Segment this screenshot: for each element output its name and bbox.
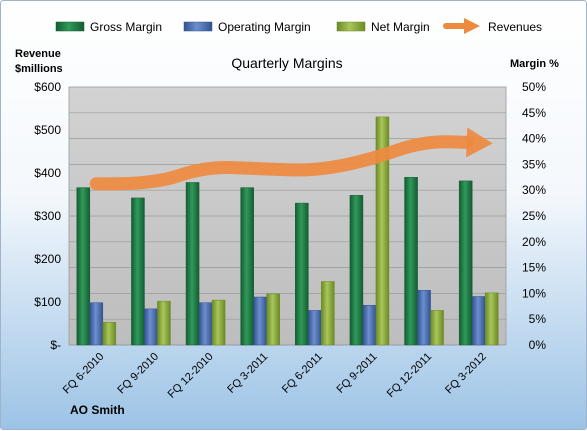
right-tick-label: 10% [522,286,546,300]
left-tick-label: $- [50,338,61,352]
left-tick-label: $300 [34,209,61,223]
operating-margin-bar [199,303,212,345]
right-tick-label: 5% [529,312,547,326]
right-tick-label: 0% [529,338,547,352]
left-tick-label: $200 [34,252,61,266]
category-label: FQ 3-2012 [443,351,489,397]
gross-margin-bar [186,182,199,345]
category-label: FQ 12-2011 [385,351,434,400]
legend-label-gross-margin: Gross Margin [90,20,162,34]
gross-margin-bar [131,198,144,345]
legend-label-revenues: Revenues [488,20,542,34]
right-tick-label: 35% [522,157,546,171]
left-axis-title-line2: $millions [15,63,63,75]
right-tick-label: 45% [522,106,546,120]
legend-swatch-net-margin [337,22,365,31]
right-axis-ticks: 0% 5% 10% 15% 20% 25% 30% 35% 40% 45% 50% [522,80,546,352]
company-label: AO Smith [70,403,125,417]
category-label: FQ 6-2011 [280,351,325,396]
right-tick-label: 15% [522,261,546,275]
category-label: FQ 9-2011 [334,351,379,396]
legend-label-operating-margin: Operating Margin [218,20,311,34]
net-margin-bar [157,301,170,345]
gross-margin-bar [350,195,363,345]
right-tick-label: 30% [522,183,546,197]
net-margin-bar [103,322,116,345]
net-margin-bar [485,293,498,345]
net-margin-bar [431,310,444,345]
operating-margin-bar [418,290,431,345]
legend-arrowhead-revenues [464,18,480,34]
right-tick-label: 20% [522,235,546,249]
category-label: FQ 6-2010 [61,351,107,397]
category-label: FQ 3-2011 [225,351,270,396]
gross-margin-bar [241,188,254,345]
left-axis-ticks: $- $100 $200 $300 $400 $500 $600 [34,80,61,352]
gross-margin-bar [295,203,308,345]
left-tick-label: $400 [34,166,61,180]
left-tick-label: $500 [34,123,61,137]
left-tick-label: $600 [34,80,61,94]
operating-margin-bar [254,297,267,345]
left-axis-title-line1: Revenue [15,48,61,60]
operating-margin-bar [90,303,103,345]
category-label: FQ 9-2010 [115,351,161,397]
operating-margin-bar [144,309,157,345]
category-label: FQ 12-2010 [166,351,216,401]
gross-margin-bar [77,188,90,345]
right-tick-label: 25% [522,209,546,223]
legend-label-net-margin: Net Margin [371,20,430,34]
legend-swatch-operating-margin [184,22,212,31]
net-margin-bar [212,300,225,345]
operating-margin-bar [308,310,321,345]
right-axis-title: Margin % [510,58,559,70]
chart-title: Quarterly Margins [231,55,342,71]
chart-legend: Gross Margin Operating Margin Net Margin… [56,18,542,34]
right-tick-label: 40% [522,132,546,146]
operating-margin-bar [363,305,376,345]
operating-margin-bar [472,296,485,345]
right-tick-label: 50% [522,80,546,94]
gross-margin-bar [459,181,472,345]
gross-margin-bar [405,177,418,345]
left-tick-label: $100 [34,295,61,309]
legend-swatch-gross-margin [56,22,84,31]
net-margin-bar [267,294,280,345]
net-margin-bar [321,282,334,345]
